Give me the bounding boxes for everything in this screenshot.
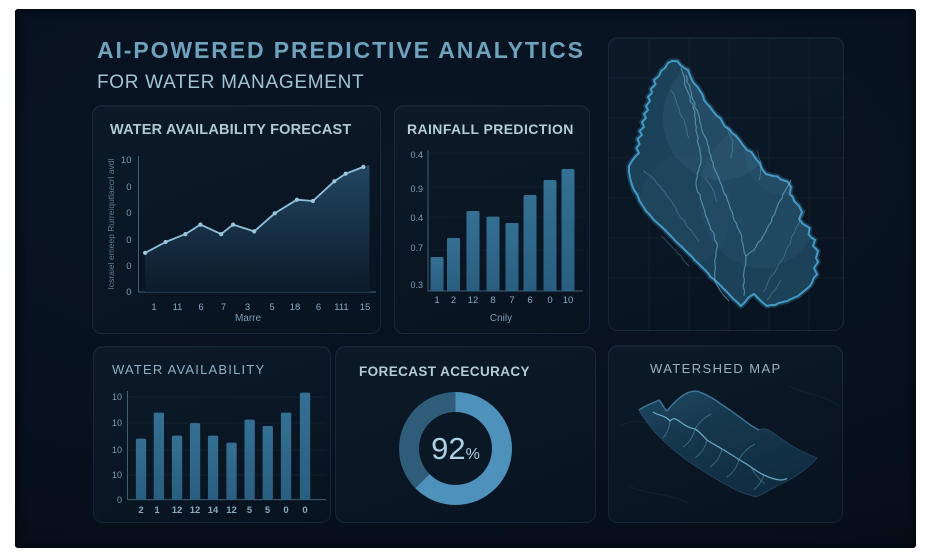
- svg-text:5: 5: [265, 505, 271, 516]
- svg-text:7: 7: [509, 295, 514, 306]
- svg-text:0: 0: [283, 505, 288, 516]
- svg-text:12: 12: [226, 505, 237, 516]
- svg-text:Icsraiel emeep Rurreiqutlaecrl: Icsraiel emeep Rurreiqutlaecrl avdl: [106, 158, 116, 289]
- svg-text:0: 0: [126, 182, 131, 193]
- svg-text:Marre: Marre: [235, 313, 262, 324]
- svg-text:0.4: 0.4: [410, 213, 423, 223]
- svg-text:1: 1: [154, 505, 160, 516]
- svg-text:0: 0: [126, 287, 131, 298]
- svg-text:12: 12: [468, 295, 479, 306]
- svg-text:2: 2: [138, 505, 143, 516]
- svg-text:0: 0: [126, 235, 131, 246]
- svg-text:12: 12: [172, 505, 183, 516]
- svg-text:0: 0: [126, 208, 131, 219]
- svg-text:12: 12: [190, 505, 201, 516]
- svg-text:0: 0: [126, 261, 131, 272]
- svg-text:6: 6: [198, 302, 203, 313]
- svg-text:10: 10: [112, 445, 122, 455]
- svg-text:5: 5: [269, 302, 274, 313]
- svg-text:5: 5: [247, 505, 253, 516]
- svg-text:10: 10: [563, 295, 574, 306]
- svg-text:0.4: 0.4: [410, 150, 423, 160]
- svg-text:1: 1: [434, 295, 439, 306]
- svg-text:7: 7: [221, 302, 226, 313]
- svg-text:10: 10: [112, 470, 122, 480]
- svg-text:0.7: 0.7: [410, 243, 423, 253]
- svg-text:0: 0: [117, 495, 122, 505]
- svg-text:111: 111: [334, 302, 348, 313]
- svg-text:0: 0: [547, 295, 552, 306]
- svg-text:15: 15: [360, 302, 371, 313]
- svg-text:2: 2: [451, 295, 456, 306]
- svg-text:3: 3: [245, 302, 250, 313]
- svg-text:6: 6: [527, 295, 532, 306]
- svg-text:8: 8: [490, 295, 495, 306]
- svg-text:10: 10: [112, 392, 122, 402]
- svg-text:6: 6: [316, 302, 321, 313]
- svg-text:1: 1: [151, 302, 156, 313]
- svg-text:10: 10: [112, 418, 122, 428]
- svg-text:10: 10: [121, 155, 132, 166]
- svg-text:Cnily: Cnily: [490, 313, 512, 324]
- svg-text:0: 0: [302, 505, 307, 516]
- svg-text:0.3: 0.3: [410, 280, 423, 290]
- svg-text:18: 18: [290, 302, 301, 313]
- svg-text:0.9: 0.9: [410, 184, 423, 194]
- svg-text:14: 14: [208, 505, 219, 516]
- svg-text:11: 11: [173, 302, 183, 313]
